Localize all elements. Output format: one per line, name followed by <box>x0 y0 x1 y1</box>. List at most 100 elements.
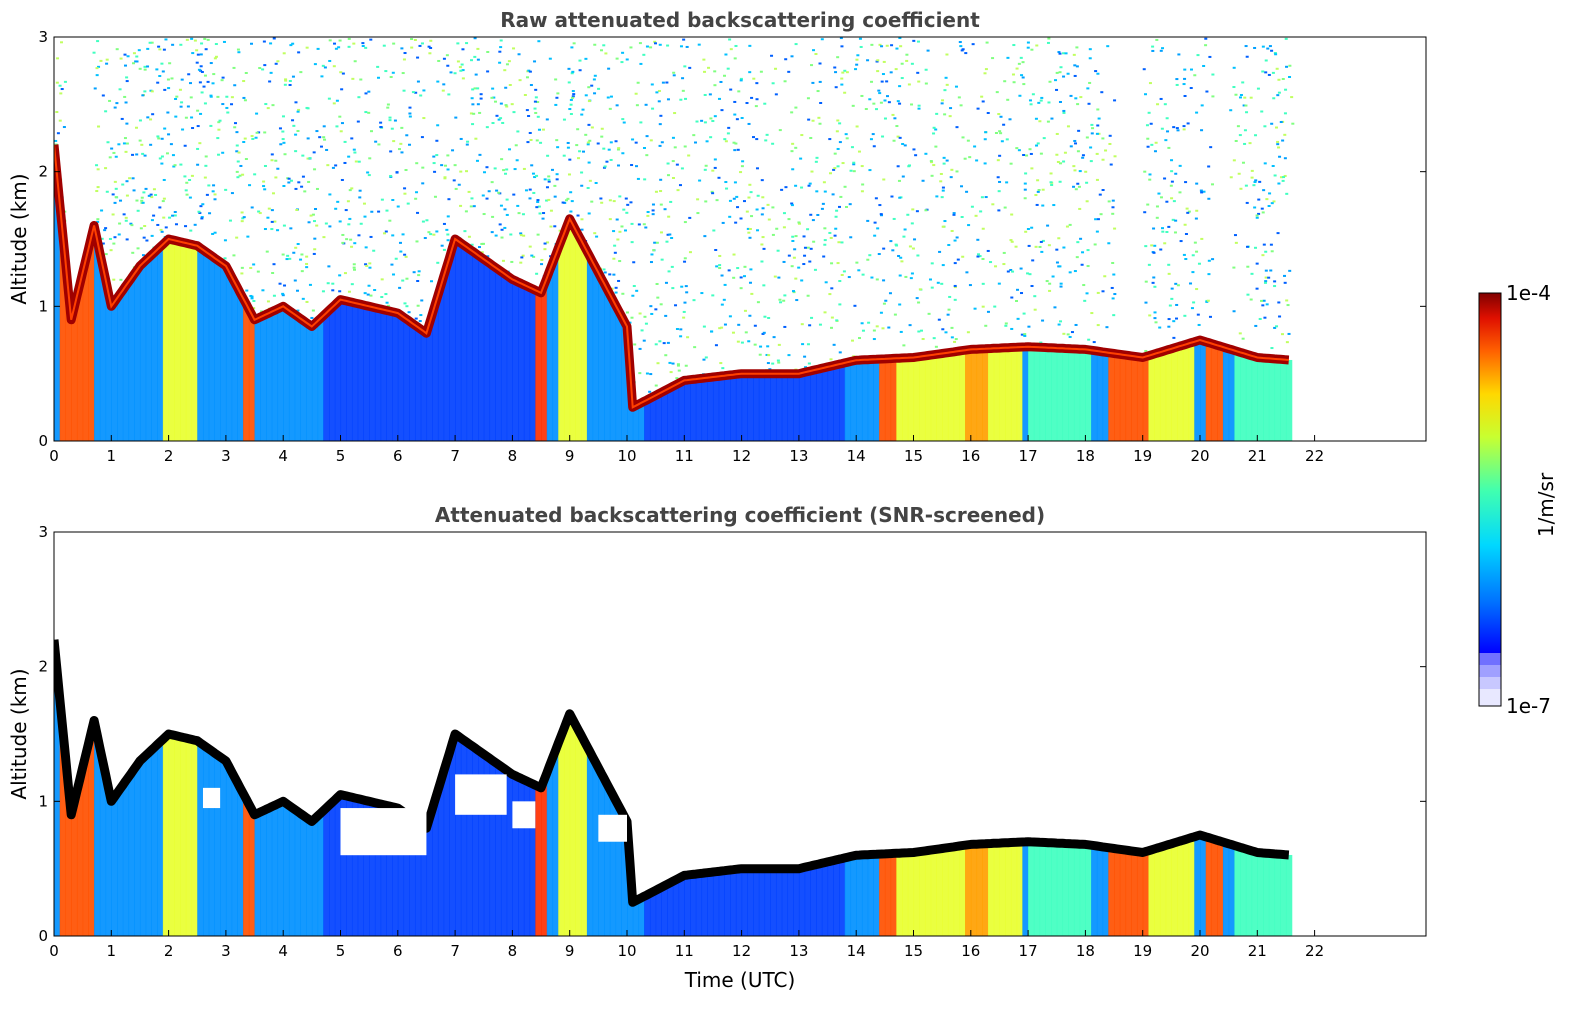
noise-pixel <box>893 117 897 120</box>
noise-pixel <box>790 204 794 207</box>
noise-pixel <box>464 210 468 213</box>
noise-pixel <box>369 235 373 238</box>
noise-pixel <box>503 69 507 72</box>
noise-pixel <box>1113 293 1117 296</box>
noise-pixel <box>440 164 444 167</box>
noise-pixel <box>686 336 690 339</box>
noise-pixel <box>916 71 920 74</box>
noise-pixel <box>1244 184 1248 187</box>
noise-pixel <box>801 343 805 346</box>
noise-pixel <box>737 323 741 326</box>
noise-pixel <box>876 70 880 73</box>
noise-pixel <box>547 198 551 201</box>
noise-pixel <box>55 111 59 114</box>
noise-pixel <box>399 250 403 253</box>
noise-pixel <box>569 191 573 194</box>
noise-pixel <box>366 293 370 296</box>
noise-pixel <box>981 282 985 285</box>
noise-pixel <box>1264 59 1268 62</box>
heatmap-column <box>661 390 668 441</box>
heatmap-column <box>993 348 1001 441</box>
noise-pixel <box>718 254 722 257</box>
noise-pixel <box>1260 110 1264 113</box>
heatmap-column <box>1171 842 1178 936</box>
noise-pixel <box>213 198 217 201</box>
noise-pixel <box>305 106 309 109</box>
noise-pixel <box>659 178 663 181</box>
heatmap-column <box>546 765 554 936</box>
noise-pixel <box>147 194 151 197</box>
noise-pixel <box>673 112 677 115</box>
noise-pixel <box>258 67 262 70</box>
noise-pixel <box>405 134 409 137</box>
noise-pixel <box>1026 272 1030 275</box>
heatmap-column <box>758 373 766 441</box>
noise-pixel <box>1055 261 1059 264</box>
noise-pixel <box>945 159 949 162</box>
noise-pixel <box>403 192 407 195</box>
noise-pixel <box>649 373 653 376</box>
noise-pixel <box>513 168 517 171</box>
noise-pixel <box>400 126 404 129</box>
heatmap-column <box>649 891 657 936</box>
heatmap-column <box>718 871 726 936</box>
noise-pixel <box>214 43 218 46</box>
noise-pixel <box>703 121 707 124</box>
noise-pixel <box>1255 287 1259 290</box>
noise-pixel <box>114 196 118 199</box>
heatmap-column <box>202 746 210 936</box>
noise-pixel <box>1028 148 1032 151</box>
noise-pixel <box>1029 103 1033 106</box>
noise-pixel <box>623 229 627 232</box>
noise-pixel <box>401 279 405 282</box>
noise-pixel <box>300 185 304 188</box>
noise-pixel <box>1241 81 1245 84</box>
noise-pixel <box>1261 304 1265 307</box>
noise-pixel <box>535 139 539 142</box>
noise-pixel <box>916 254 920 257</box>
noise-pixel <box>580 171 584 174</box>
noise-pixel <box>721 367 725 370</box>
noise-pixel <box>713 158 717 161</box>
heatmap-column <box>541 285 548 441</box>
noise-pixel <box>882 279 886 282</box>
noise-pixel <box>569 210 573 213</box>
noise-pixel <box>1072 165 1076 168</box>
noise-pixel <box>679 98 683 101</box>
heatmap-column <box>1171 347 1178 441</box>
noise-pixel <box>900 77 904 80</box>
noise-pixel <box>609 158 613 161</box>
noise-pixel <box>782 260 786 263</box>
noise-pixel <box>405 305 409 308</box>
noise-pixel <box>1276 143 1280 146</box>
noise-pixel <box>326 164 330 167</box>
heatmap-column <box>351 302 359 441</box>
noise-pixel <box>570 72 574 75</box>
noise-pixel <box>755 98 759 101</box>
heatmap-column <box>466 744 473 936</box>
noise-pixel <box>806 343 810 346</box>
heatmap-column <box>764 868 771 936</box>
noise-pixel <box>724 140 728 143</box>
noise-pixel <box>296 309 300 312</box>
x-tick-label: 3 <box>221 447 231 465</box>
noise-pixel <box>300 253 304 256</box>
noise-pixel <box>118 222 122 225</box>
noise-pixel <box>645 135 649 138</box>
noise-pixel <box>491 122 495 125</box>
heatmap-column <box>65 785 72 936</box>
heatmap-column <box>1200 340 1207 441</box>
heatmap-column <box>615 805 622 936</box>
noise-pixel <box>131 62 135 65</box>
noise-pixel <box>1195 182 1199 185</box>
noise-pixel <box>520 256 524 259</box>
noise-pixel <box>328 39 332 42</box>
noise-pixel <box>732 276 736 279</box>
noise-pixel <box>600 127 604 130</box>
noise-pixel <box>278 127 282 130</box>
heatmap-column <box>1091 350 1098 441</box>
noise-pixel <box>806 97 810 100</box>
noise-pixel <box>872 338 876 341</box>
noise-pixel <box>855 261 859 264</box>
raw-cloud-core <box>54 144 1289 409</box>
